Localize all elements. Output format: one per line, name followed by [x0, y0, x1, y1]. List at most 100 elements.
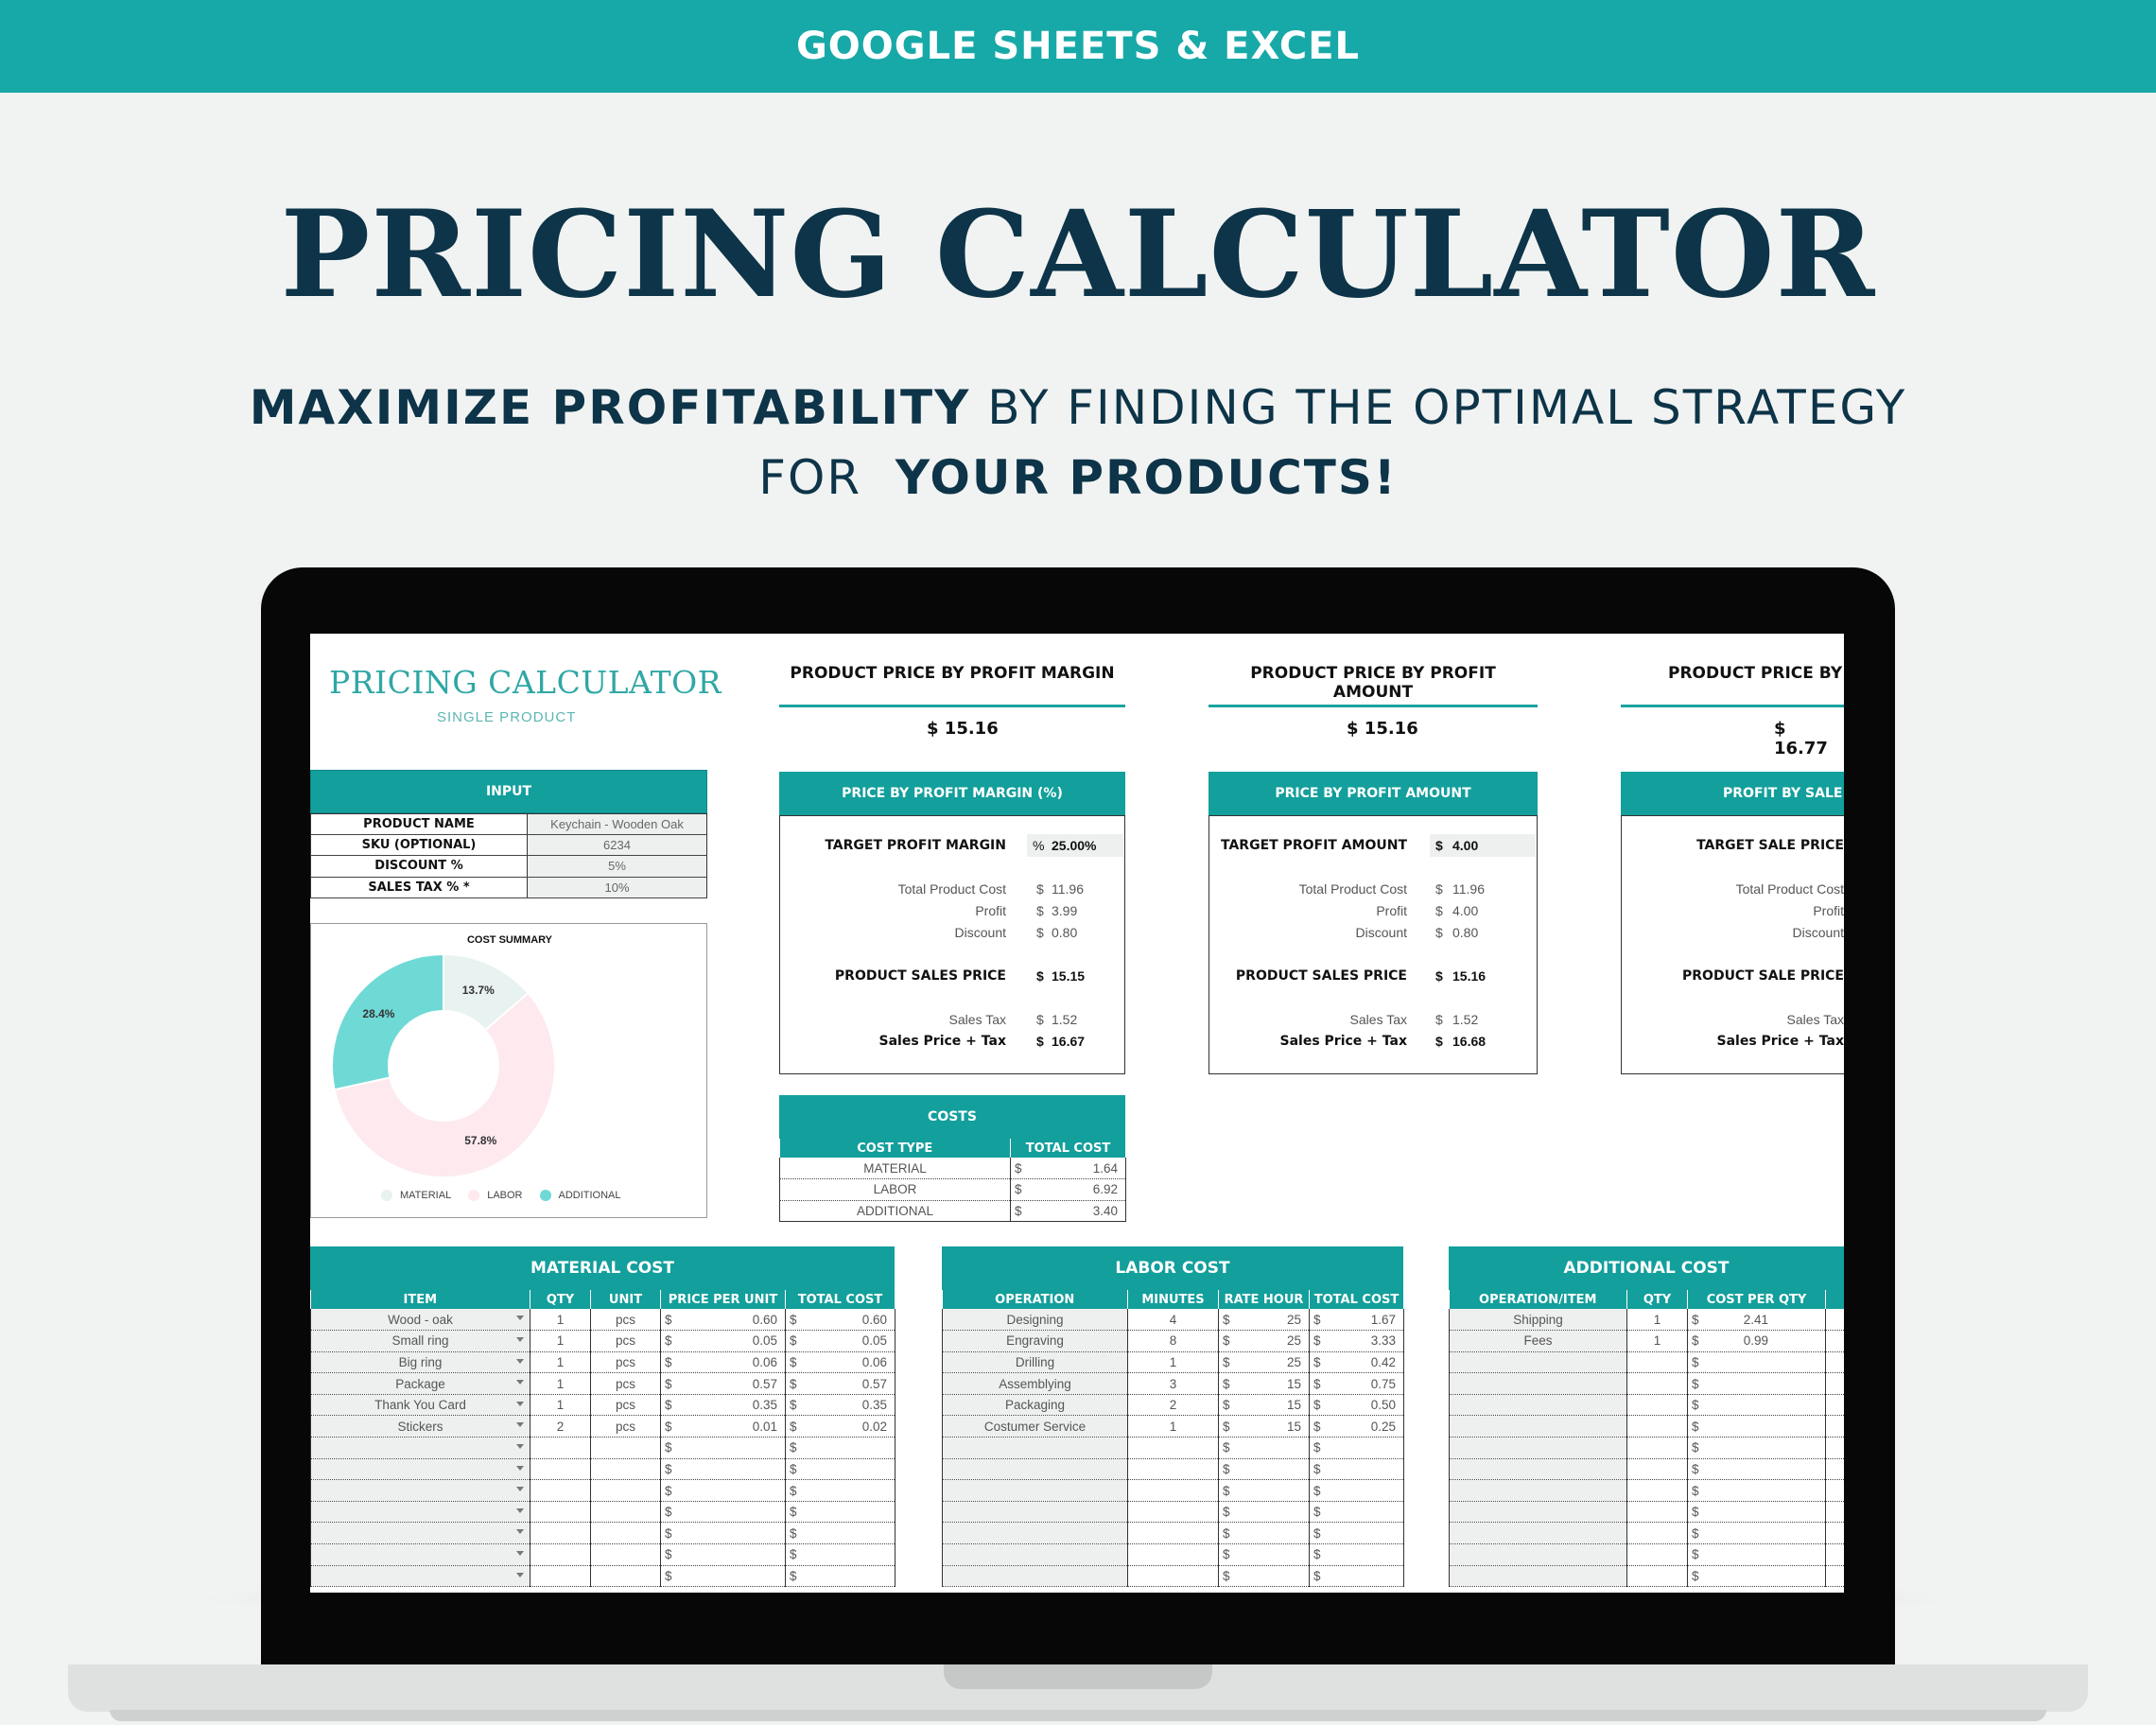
material-unit[interactable] [590, 1543, 661, 1566]
additional-qty[interactable] [1626, 1415, 1688, 1438]
additional-item[interactable] [1449, 1565, 1627, 1588]
material-item-cell[interactable] [310, 1479, 530, 1502]
additional-cost-cell[interactable]: $2.41 [1687, 1309, 1826, 1332]
dropdown-arrow-icon[interactable] [516, 1487, 524, 1492]
dropdown-arrow-icon[interactable] [516, 1529, 524, 1535]
additional-item[interactable]: Shipping [1449, 1309, 1627, 1332]
material-price-cell[interactable]: $ [660, 1458, 786, 1481]
material-item-cell[interactable] [310, 1522, 530, 1545]
labor-rate-cell[interactable]: $25 [1218, 1330, 1310, 1352]
labor-operation[interactable] [942, 1458, 1128, 1481]
additional-qty[interactable] [1626, 1479, 1688, 1502]
labor-operation[interactable] [942, 1522, 1128, 1545]
labor-operation[interactable]: Engraving [942, 1330, 1128, 1352]
labor-operation[interactable]: Designing [942, 1309, 1128, 1332]
material-item-cell[interactable] [310, 1437, 530, 1459]
dropdown-arrow-icon[interactable] [516, 1465, 524, 1471]
material-item-cell[interactable] [310, 1458, 530, 1481]
labor-minutes[interactable]: 8 [1127, 1330, 1219, 1352]
material-price-cell[interactable]: $ [660, 1565, 786, 1588]
material-item-cell[interactable]: Wood - oak [310, 1309, 530, 1332]
material-price-cell[interactable]: $ [660, 1543, 786, 1566]
labor-minutes[interactable]: 1 [1127, 1351, 1219, 1374]
material-qty[interactable] [530, 1501, 591, 1524]
material-unit[interactable] [590, 1458, 661, 1481]
material-price-cell[interactable]: $ [660, 1522, 786, 1545]
material-item-cell[interactable] [310, 1501, 530, 1524]
labor-minutes[interactable] [1127, 1501, 1219, 1524]
material-price-cell[interactable]: $0.35 [660, 1394, 786, 1417]
additional-cost-cell[interactable]: $ [1687, 1437, 1826, 1459]
additional-cost-cell[interactable]: $ [1687, 1372, 1826, 1395]
material-unit[interactable] [590, 1479, 661, 1502]
material-unit[interactable]: pcs [590, 1309, 661, 1332]
material-item-cell[interactable]: Small ring [310, 1330, 530, 1352]
labor-operation[interactable] [942, 1437, 1128, 1459]
dropdown-arrow-icon[interactable] [516, 1337, 524, 1343]
material-price-cell[interactable]: $0.57 [660, 1372, 786, 1395]
material-unit[interactable]: pcs [590, 1351, 661, 1374]
additional-qty[interactable] [1626, 1543, 1688, 1566]
material-item-cell[interactable]: Thank You Card [310, 1394, 530, 1417]
dropdown-arrow-icon[interactable] [516, 1358, 524, 1364]
additional-qty[interactable] [1626, 1437, 1688, 1459]
material-item-cell[interactable]: Package [310, 1372, 530, 1395]
material-qty[interactable] [530, 1437, 591, 1459]
additional-item[interactable] [1449, 1415, 1627, 1438]
labor-minutes[interactable] [1127, 1543, 1219, 1566]
additional-item[interactable] [1449, 1458, 1627, 1481]
material-qty[interactable] [530, 1522, 591, 1545]
labor-operation[interactable] [942, 1479, 1128, 1502]
additional-qty[interactable] [1626, 1501, 1688, 1524]
material-unit[interactable] [590, 1565, 661, 1588]
dropdown-arrow-icon[interactable] [516, 1401, 524, 1406]
material-qty[interactable] [530, 1543, 591, 1566]
labor-operation[interactable]: Assemblying [942, 1372, 1128, 1395]
sku-field[interactable]: 6234 [528, 834, 707, 855]
labor-rate-cell[interactable]: $25 [1218, 1351, 1310, 1374]
dropdown-arrow-icon[interactable] [516, 1551, 524, 1557]
labor-rate-cell[interactable]: $ [1218, 1565, 1310, 1588]
material-unit[interactable]: pcs [590, 1372, 661, 1395]
material-price-cell[interactable]: $0.60 [660, 1309, 786, 1332]
labor-rate-cell[interactable]: $15 [1218, 1372, 1310, 1395]
labor-minutes[interactable] [1127, 1522, 1219, 1545]
dropdown-arrow-icon[interactable] [516, 1507, 524, 1513]
additional-item[interactable] [1449, 1501, 1627, 1524]
material-unit[interactable]: pcs [590, 1330, 661, 1352]
dropdown-arrow-icon[interactable] [516, 1316, 524, 1320]
material-item-cell[interactable] [310, 1565, 530, 1588]
sales-tax-field[interactable]: 10% [528, 877, 707, 897]
additional-qty[interactable] [1626, 1351, 1688, 1374]
target-amount-field[interactable]: 4.00 [1452, 838, 1479, 853]
dropdown-arrow-icon[interactable] [516, 1422, 524, 1428]
additional-item[interactable] [1449, 1543, 1627, 1566]
additional-cost-cell[interactable]: $ [1687, 1565, 1826, 1588]
labor-minutes[interactable] [1127, 1565, 1219, 1588]
labor-rate-cell[interactable]: $ [1218, 1458, 1310, 1481]
labor-rate-cell[interactable]: $15 [1218, 1415, 1310, 1438]
labor-minutes[interactable] [1127, 1437, 1219, 1459]
material-qty[interactable]: 1 [530, 1394, 591, 1417]
labor-rate-cell[interactable]: $ [1218, 1543, 1310, 1566]
additional-qty[interactable] [1626, 1372, 1688, 1395]
material-qty[interactable]: 2 [530, 1415, 591, 1438]
material-unit[interactable] [590, 1437, 661, 1459]
additional-cost-cell[interactable]: $ [1687, 1543, 1826, 1566]
additional-item[interactable] [1449, 1372, 1627, 1395]
labor-minutes[interactable] [1127, 1479, 1219, 1502]
material-qty[interactable]: 1 [530, 1372, 591, 1395]
labor-operation[interactable] [942, 1543, 1128, 1566]
additional-cost-cell[interactable]: $ [1687, 1522, 1826, 1545]
additional-item[interactable] [1449, 1522, 1627, 1545]
labor-operation[interactable]: Drilling [942, 1351, 1128, 1374]
material-item-cell[interactable]: Stickers [310, 1415, 530, 1438]
material-item-cell[interactable]: Big ring [310, 1351, 530, 1374]
material-price-cell[interactable]: $0.05 [660, 1330, 786, 1352]
additional-item[interactable]: Fees [1449, 1330, 1627, 1352]
additional-item[interactable] [1449, 1437, 1627, 1459]
additional-cost-cell[interactable]: $ [1687, 1479, 1826, 1502]
material-unit[interactable]: pcs [590, 1415, 661, 1438]
labor-rate-cell[interactable]: $15 [1218, 1394, 1310, 1417]
material-qty[interactable] [530, 1565, 591, 1588]
